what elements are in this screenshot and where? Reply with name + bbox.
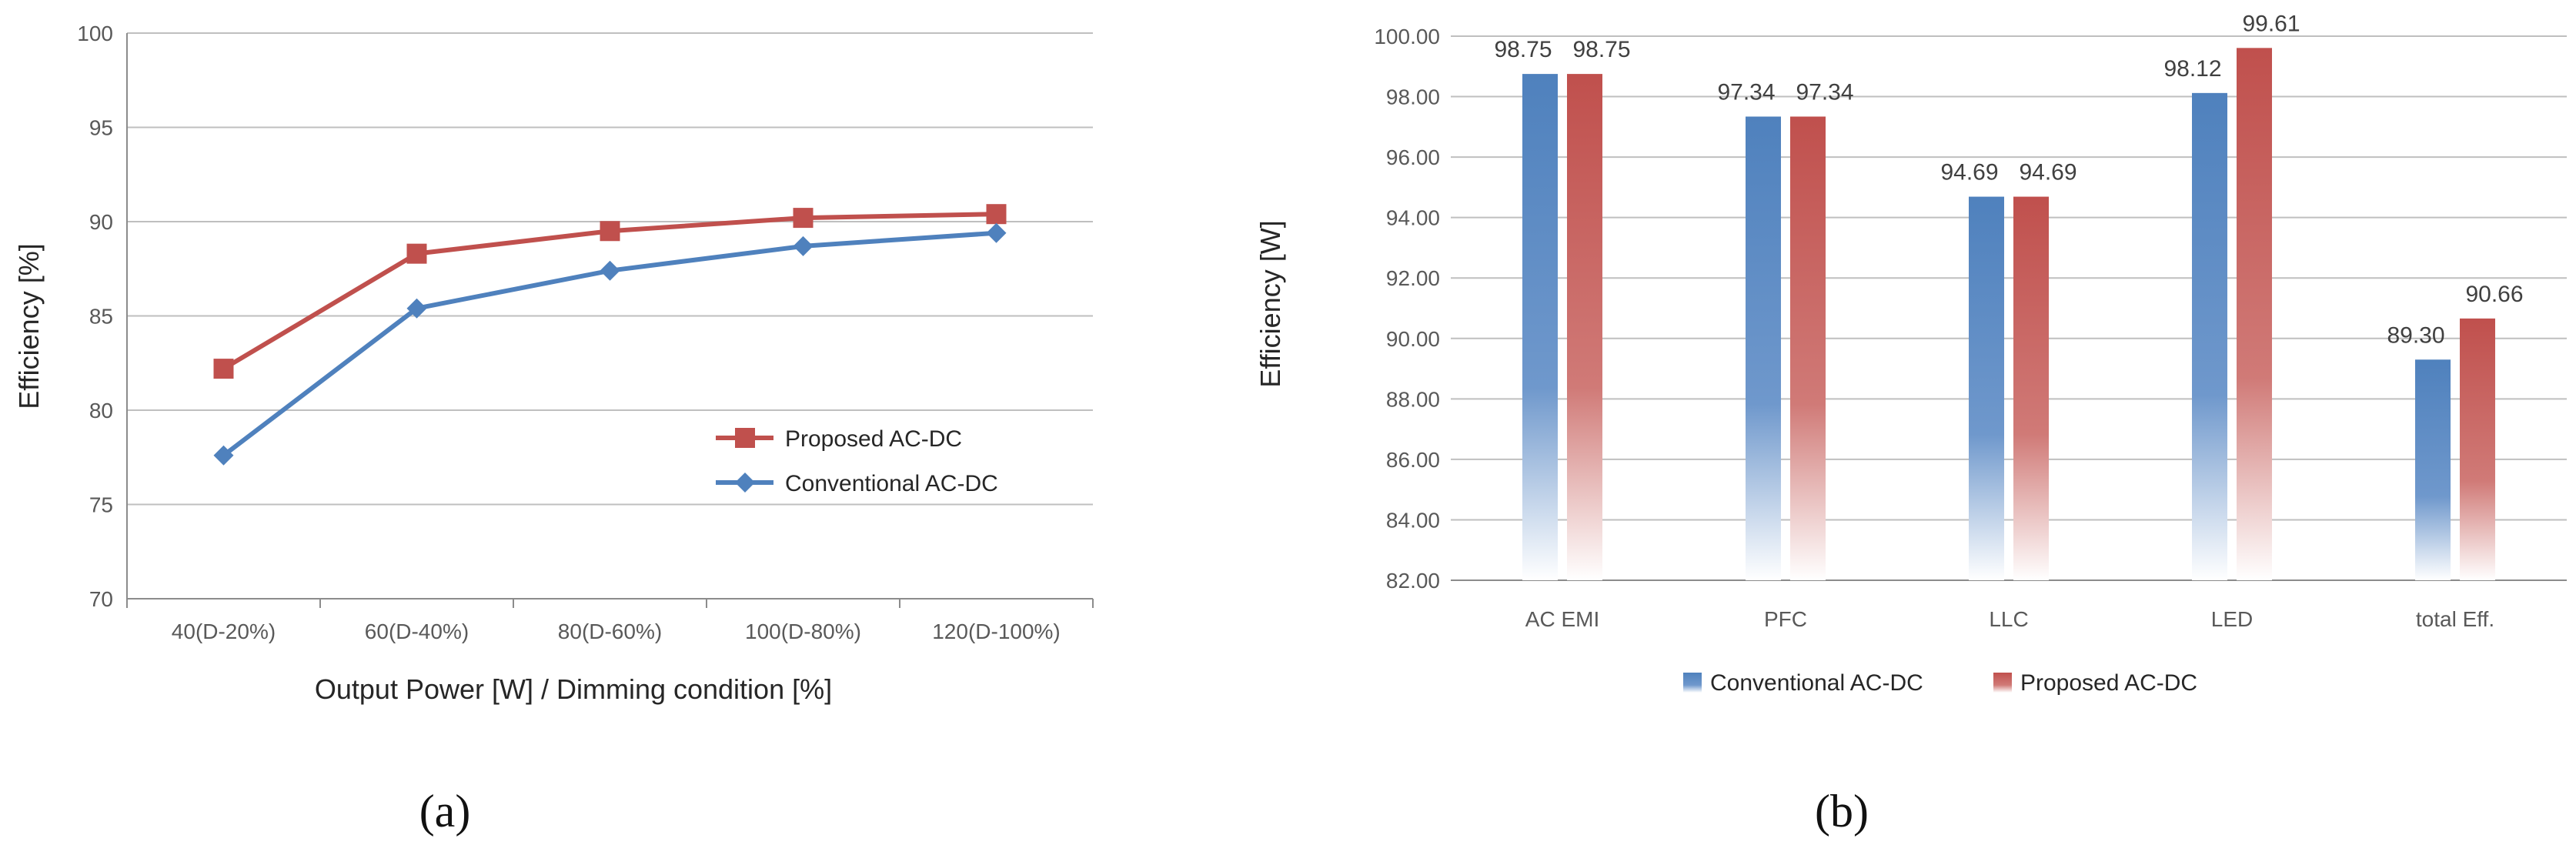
y-tick-label: 100 xyxy=(77,22,113,45)
y-tick-label: 75 xyxy=(89,493,113,517)
y-tick-label: 94.00 xyxy=(1386,206,1440,230)
y-tick-label: 70 xyxy=(89,587,113,611)
y-tick-label: 86.00 xyxy=(1386,448,1440,472)
x-tick-label: PFC xyxy=(1764,607,1807,631)
legend-conventional-marker xyxy=(735,473,755,493)
data-label: 97.34 xyxy=(1717,79,1775,105)
x-tick-label: 60(D-40%) xyxy=(365,620,469,643)
bar-proposed xyxy=(2237,48,2272,580)
data-point-proposed xyxy=(600,221,620,242)
x-tick-label: 120(D-100%) xyxy=(932,620,1061,643)
chart-b: 82.00 84.00 86.00 88.00 90.00 92.00 94.00 96.00… xyxy=(1255,11,2567,837)
legend-conventional-label-b: Conventional AC-DC xyxy=(1710,670,1923,696)
data-label: 98.75 xyxy=(1572,37,1630,62)
data-point-proposed xyxy=(213,359,234,379)
chart-a-legend: Proposed AC-DC Conventional AC-DC xyxy=(716,426,998,496)
data-label: 94.69 xyxy=(1940,160,1998,185)
y-tick-label: 92.00 xyxy=(1386,266,1440,290)
chart-a-gridlines xyxy=(126,32,1094,608)
chart-a-x-axis-title: Output Power [W] / Dimming condition [%] xyxy=(315,673,832,705)
x-tick-label: total Eff. xyxy=(2416,607,2494,631)
x-tick-label: 100(D-80%) xyxy=(745,620,861,643)
x-tick-label: 40(D-20%) xyxy=(172,620,276,643)
data-point-proposed xyxy=(986,204,1007,225)
bar-conventional xyxy=(1969,196,2004,580)
bar-proposed xyxy=(2013,196,2049,580)
data-point-proposed xyxy=(406,243,427,264)
data-label: 94.69 xyxy=(2019,160,2077,185)
chart-a-y-tick-labels: 70 75 80 85 90 95 100 xyxy=(77,22,113,611)
bar-proposed xyxy=(1790,116,1826,580)
legend-proposed-label-b: Proposed AC-DC xyxy=(2020,670,2197,696)
x-tick-label: AC EMI xyxy=(1525,607,1599,631)
chart-a-x-tick-labels: 40(D-20%) 60(D-40%) 80(D-60%) 100(D-80%) 120… xyxy=(172,620,1061,643)
bar-conventional xyxy=(2415,359,2451,580)
y-tick-label: 85 xyxy=(89,305,113,329)
data-label: 98.12 xyxy=(2163,56,2221,82)
y-tick-label: 90 xyxy=(89,210,113,234)
data-label: 89.30 xyxy=(2387,322,2444,348)
y-tick-label: 96.00 xyxy=(1386,145,1440,169)
y-tick-label: 84.00 xyxy=(1386,508,1440,532)
legend-proposed-marker xyxy=(735,428,755,448)
caption-b: (b) xyxy=(1815,786,1869,837)
x-tick-label: 80(D-60%) xyxy=(558,620,662,643)
chart-b-gridlines xyxy=(1451,35,2567,581)
y-tick-label: 98.00 xyxy=(1386,85,1440,109)
chart-b-legend: Conventional AC-DC Proposed AC-DC xyxy=(1683,670,2197,696)
y-tick-label: 80 xyxy=(89,399,113,422)
chart-b-y-axis-title: Efficiency [W] xyxy=(1255,220,1286,387)
legend-proposed-swatch xyxy=(1993,673,2012,693)
data-point-conventional xyxy=(406,298,427,319)
chart-a-series xyxy=(213,204,1007,466)
data-label: 98.75 xyxy=(1494,37,1552,62)
legend-conventional-label: Conventional AC-DC xyxy=(785,471,998,496)
data-label: 97.34 xyxy=(1796,79,1853,105)
y-tick-label: 90.00 xyxy=(1386,327,1440,351)
bar-proposed xyxy=(2460,318,2495,580)
y-tick-label: 100.00 xyxy=(1374,25,1440,48)
bar-conventional xyxy=(1522,74,1558,580)
bar-conventional xyxy=(2192,92,2227,580)
data-point-conventional xyxy=(213,445,234,466)
y-tick-label: 95 xyxy=(89,116,113,140)
chart-b-y-tick-labels: 82.00 84.00 86.00 88.00 90.00 92.00 94.00 96.00… xyxy=(1374,25,1440,593)
data-point-conventional xyxy=(600,260,620,281)
legend-proposed-label: Proposed AC-DC xyxy=(785,426,962,452)
y-tick-label: 88.00 xyxy=(1386,387,1440,411)
legend-conventional-swatch xyxy=(1683,673,1702,693)
chart-a: 70 75 80 85 90 95 100 40(D-20%) 60(D-40%) 80(D-6… xyxy=(13,22,1094,837)
x-tick-label: LED xyxy=(2211,607,2253,631)
data-label: 99.61 xyxy=(2242,11,2300,36)
data-label: 90.66 xyxy=(2465,282,2523,307)
data-point-conventional xyxy=(986,222,1007,243)
bar-proposed xyxy=(1567,74,1602,580)
chart-b-x-tick-labels: AC EMI PFC LLC LED total Eff. xyxy=(1525,607,2494,631)
data-point-conventional xyxy=(793,235,814,256)
x-tick-label: LLC xyxy=(1989,607,2028,631)
data-point-proposed xyxy=(793,208,814,229)
y-tick-label: 82.00 xyxy=(1386,569,1440,593)
bar-conventional xyxy=(1746,116,1781,580)
chart-b-bars: 98.75 98.75 97.34 97.34 94.69 94.69 98.12 99.61… xyxy=(1494,11,2524,580)
chart-a-y-axis-title: Efficiency [%] xyxy=(13,243,45,409)
caption-a: (a) xyxy=(419,786,471,837)
